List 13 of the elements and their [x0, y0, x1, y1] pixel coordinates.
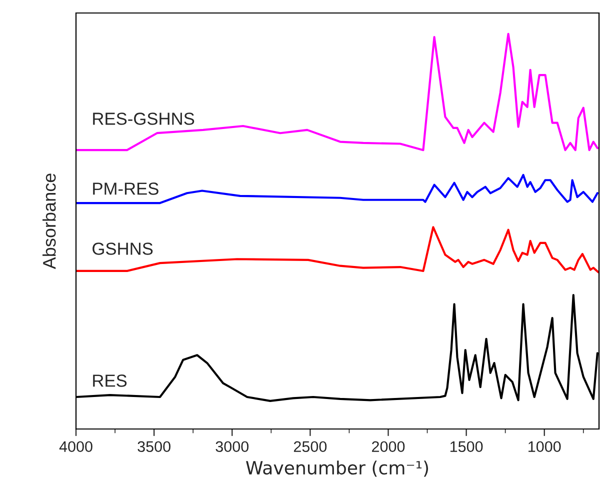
x-tick-label: 2000	[372, 441, 405, 452]
x-tick-label: 1500	[450, 441, 483, 452]
x-tick-label: 3500	[138, 441, 170, 452]
series-label: GSHNS	[92, 242, 153, 255]
x-tick-label: 1000	[528, 441, 561, 452]
x-axis-title: Wavenumber (cm⁻¹)	[246, 460, 428, 477]
series-label: RES	[93, 374, 127, 387]
y-axis-title: Absorbance	[42, 174, 56, 270]
series-label: RES-GSHNS	[93, 112, 194, 125]
x-tick-label: 2500	[294, 441, 327, 452]
series-label: PM-RES	[93, 182, 158, 195]
x-tick-label: 4000	[59, 441, 92, 452]
x-tick-label: 3000	[216, 441, 249, 452]
